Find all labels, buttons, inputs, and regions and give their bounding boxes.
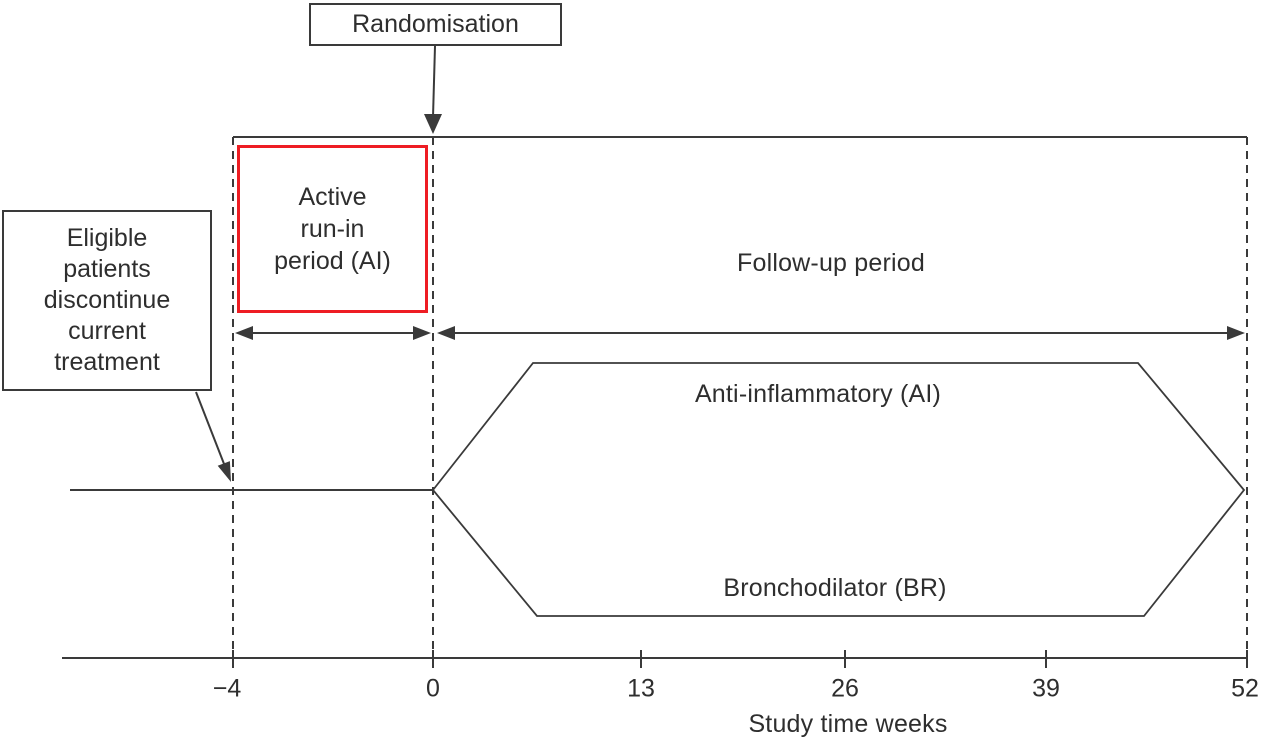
eligible-box-line: Eligible <box>66 224 148 252</box>
followup-period-label: Follow-up period <box>736 249 926 277</box>
tick-label-0: 0 <box>426 674 440 703</box>
eligible-box-line: treatment <box>54 348 160 376</box>
followup-span-arrowhead-left-icon <box>437 326 455 340</box>
runin-span-arrowhead-right-icon <box>413 326 431 340</box>
eligible-arrowhead-icon <box>217 461 231 482</box>
anti-inflammatory-arm-label: Anti-inflammatory (AI) <box>694 380 942 408</box>
eligible-arrow-line <box>195 391 227 470</box>
tick-label-52: 52 <box>1231 674 1259 703</box>
tick-label-26: 26 <box>831 674 859 703</box>
eligible-patients-box: Eligible patients discontinue current tr… <box>2 210 212 391</box>
runin-span-arrowhead-left-icon <box>235 326 253 340</box>
eligible-box-line: current <box>68 317 146 345</box>
randomisation-arrowhead-icon <box>424 114 442 134</box>
eligible-box-line: patients <box>63 255 151 283</box>
active-runin-period-box: Active run-in period (AI) <box>237 145 428 313</box>
runin-box-line: run-in <box>300 215 365 243</box>
tick-label-13: 13 <box>627 674 655 703</box>
bronchodilator-arm-label: Bronchodilator (BR) <box>723 574 947 602</box>
followup-span-arrowhead-right-icon <box>1227 326 1245 340</box>
runin-box-line: period (AI) <box>274 247 391 275</box>
axis-title: Study time weeks <box>748 710 948 738</box>
randomisation-box: Randomisation <box>309 3 562 46</box>
treatment-arms-hexagon <box>431 362 1246 617</box>
randomisation-arrow-line <box>432 45 436 118</box>
eligible-box-line: discontinue <box>43 286 171 314</box>
runin-box-line: Active <box>298 183 367 211</box>
randomisation-box-label: Randomisation <box>352 10 519 38</box>
tick-label-minus4: −4 <box>212 674 242 703</box>
tick-label-39: 39 <box>1032 674 1060 703</box>
